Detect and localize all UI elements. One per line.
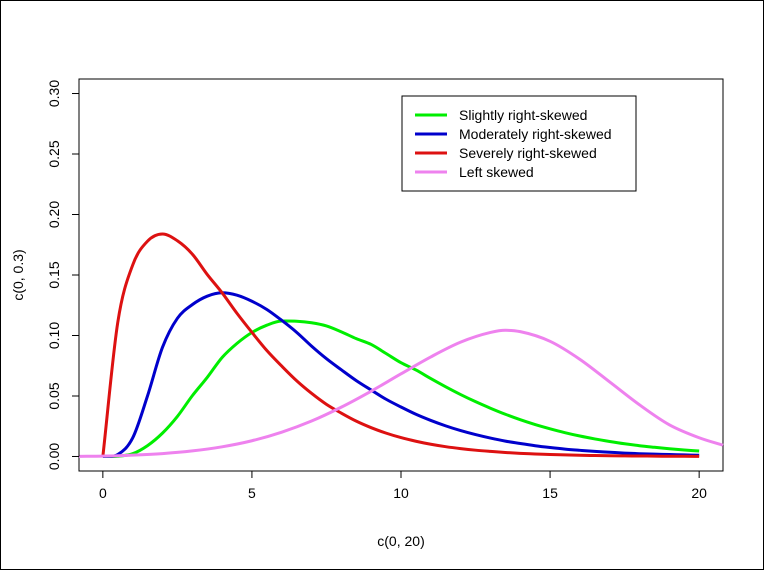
legend-label-4: Left skewed (459, 164, 534, 180)
y-tick-label: 0.20 (46, 201, 62, 228)
y-axis: 0.00 0.05 0.10 0.15 0.20 0.25 0.30 (46, 80, 80, 470)
x-tick-label: 0 (99, 485, 107, 501)
y-tick-label: 0.25 (46, 140, 62, 167)
x-tick-label: 15 (542, 485, 558, 501)
series-line-1 (102, 319, 700, 459)
series-line-3 (101, 232, 700, 458)
legend-box (401, 95, 637, 192)
y-tick-label: 0.30 (46, 80, 62, 107)
x-axis: 0 5 10 15 20 (99, 470, 707, 501)
legend: Slightly right-skewed Moderately right-sk… (401, 95, 637, 192)
y-axis-label: c(0, 0.3) (10, 249, 26, 300)
legend-label-1: Slightly right-skewed (459, 107, 587, 123)
y-tick-label: 0.00 (46, 443, 62, 470)
series-line-4 (78, 328, 724, 458)
legend-label-2: Moderately right-skewed (459, 126, 612, 142)
x-tick-label: 20 (691, 485, 707, 501)
x-axis-label: c(0, 20) (377, 533, 424, 549)
y-tick-label: 0.10 (46, 322, 62, 349)
y-tick-label: 0.05 (46, 382, 62, 409)
x-tick-label: 10 (393, 485, 409, 501)
y-tick-label: 0.15 (46, 261, 62, 288)
x-tick-label: 5 (248, 485, 256, 501)
legend-label-3: Severely right-skewed (459, 145, 597, 161)
series-line-2 (102, 291, 700, 458)
series-group (78, 232, 724, 459)
